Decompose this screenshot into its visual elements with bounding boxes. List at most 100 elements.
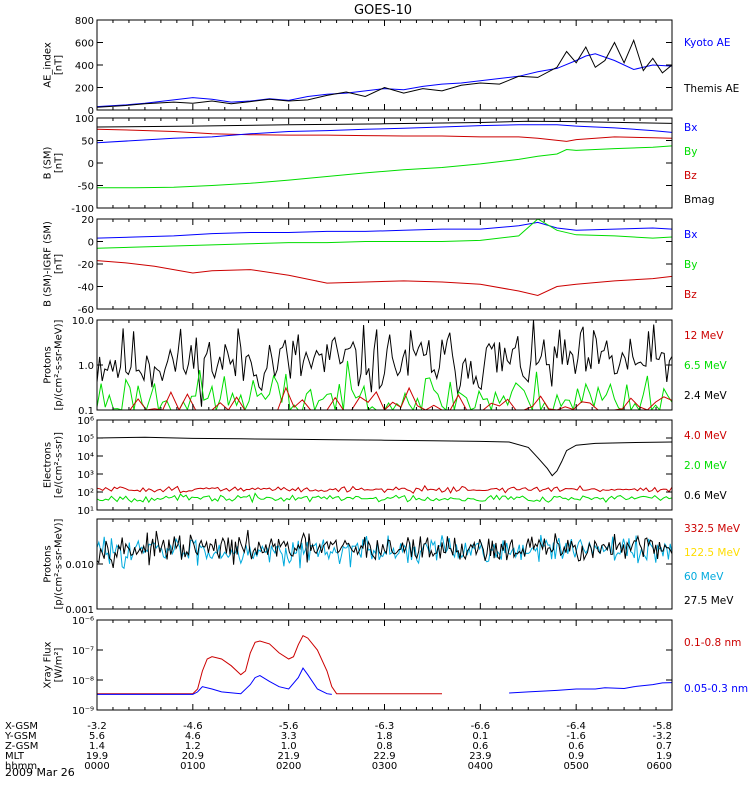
y-tick-label: 10⁻⁸ [72, 676, 94, 687]
legend-entry: 332.5 MeV [684, 523, 741, 535]
y-axis-label-line: Xray Flux [43, 641, 54, 688]
y-tick-label: 0.010 [65, 560, 94, 571]
orbit-value: 0.1 [472, 731, 488, 742]
series-electrons-2 [97, 492, 672, 504]
y-axis-label-line: [nT] [54, 254, 65, 274]
y-axis-label-line: [nT] [54, 55, 65, 75]
series-electrons-0 [97, 436, 672, 477]
series-bsm-3 [97, 145, 672, 189]
y-axis-label-line: Protons [43, 346, 54, 383]
y-tick-label: 10⁶ [77, 416, 94, 427]
y-tick-label: 10⁴ [77, 452, 94, 463]
y-tick-label: -40 [78, 283, 94, 294]
panel-frame [96, 19, 673, 111]
orbit-value: -3.2 [652, 731, 672, 742]
y-axis-label-line: B (SM)-IGRF (SM) [43, 221, 54, 307]
legend-entry: By [684, 146, 697, 158]
y-tick-label: 600 [75, 39, 94, 50]
orbit-value: 0200 [276, 761, 301, 772]
chart-title: GOES-10 [354, 3, 412, 18]
y-axis-label-line: Electrons [43, 442, 54, 488]
y-tick-label: 10.0 [72, 316, 94, 327]
series-protons_high-1 [97, 360, 672, 410]
panel-ae: 0 200 400 600 800 AE_index [nT] Kyoto AE Themis … [43, 16, 740, 117]
orbit-row-label: hhmm [5, 761, 37, 772]
series-bsm_igrf-2 [97, 260, 672, 297]
y-tick-label: 10¹ [77, 506, 94, 517]
panel-electrons: 10¹ 10² 10³ 10⁴ 10⁵ 10⁶ Electrons [e/(cm²-s-sr)… [43, 416, 728, 517]
orbit-value: 0100 [180, 761, 205, 772]
legend-entry: Bx [684, 229, 697, 241]
y-tick-label: 0.001 [65, 605, 94, 616]
panel-frame [96, 619, 673, 711]
series-bsm_igrf-1 [97, 219, 672, 249]
legend-entry: 60 MeV [684, 571, 724, 583]
legend-entry: Themis AE [683, 83, 739, 95]
orbit-value: -6.3 [375, 721, 395, 732]
series-xray-2 [509, 682, 672, 694]
orbit-value: 0.6 [568, 741, 584, 752]
series-protons_low-1 [97, 529, 672, 569]
legend-entry: Bmag [684, 194, 715, 206]
legend-entry: By [684, 259, 697, 271]
y-tick-label: 10³ [77, 470, 94, 481]
legend-entry: 27.5 MeV [684, 595, 734, 607]
orbit-row-label: X-GSM [5, 721, 38, 732]
y-axis-label-line: B (SM) [43, 146, 54, 179]
orbit-value: 0.6 [472, 741, 488, 752]
orbit-value: 19.9 [86, 751, 108, 762]
y-axis-label: Xray Flux [W/m²] [43, 641, 65, 688]
y-axis-label-line: [p/(cm²-s-sr-MeV)] [54, 319, 65, 410]
orbit-value: 1.2 [185, 741, 201, 752]
series-bsm-1 [97, 128, 672, 142]
y-tick-label: -50 [78, 182, 94, 193]
orbit-value: -5.6 [279, 721, 299, 732]
legend-entry: 0.6 MeV [684, 490, 728, 502]
y-tick-label: 20 [81, 215, 94, 226]
panel-bsm: -100 -50 0 50 100 B (SM) [nT] Bx By Bz Bmag [43, 114, 715, 215]
y-tick-label: 10⁵ [77, 434, 94, 445]
orbit-value: -5.8 [652, 721, 672, 732]
y-tick-label: -100 [71, 204, 94, 215]
orbit-value: -6.6 [471, 721, 491, 732]
y-tick-label: 10⁻⁹ [72, 706, 94, 717]
orbit-value: 23.9 [469, 751, 491, 762]
series-xray-0 [97, 635, 442, 695]
y-axis-label-line: [nT] [54, 153, 65, 173]
legend-entry: Kyoto AE [684, 37, 730, 49]
orbit-value: 1.0 [281, 741, 297, 752]
panel-frame [96, 117, 673, 209]
legend-entry: 0.1-0.8 nm [684, 637, 741, 649]
y-tick-label: 200 [75, 84, 94, 95]
y-tick-label: 1.0 [78, 361, 94, 372]
y-tick-label: 10⁻⁶ [72, 616, 94, 627]
y-axis-label-line: Protons [43, 545, 54, 582]
legend-entry: Bz [684, 170, 697, 182]
orbit-row-label: Y-GSM [4, 731, 37, 742]
series-protons_high-0 [97, 320, 672, 407]
orbit-value: 0500 [563, 761, 588, 772]
orbit-value: 22.9 [373, 751, 395, 762]
y-tick-label: 10² [77, 488, 94, 499]
orbit-value: -4.6 [183, 721, 203, 732]
panel-bsm_igrf: -60 -40 -20 0 20 B (SM)-IGRF (SM) [nT] Bx By Bz [43, 215, 698, 316]
y-tick-label: 10⁻⁷ [72, 646, 94, 657]
series-bsm-2 [97, 124, 672, 144]
y-axis-label: B (SM) [nT] [43, 146, 65, 179]
y-axis-label: Protons [p/(cm²-s-sr-MeV)] [43, 518, 65, 609]
legend-entry: Bz [684, 289, 697, 301]
y-axis-label: AE_index [nT] [43, 42, 65, 88]
legend-entry: 4.0 MeV [684, 430, 728, 442]
series-bsm_igrf-0 [97, 221, 672, 239]
panel-frame [96, 518, 673, 610]
orbit-row-label: MLT [5, 751, 25, 762]
orbit-value: 0400 [468, 761, 493, 772]
orbit-value: 21.9 [278, 751, 300, 762]
series-bsm-0 [97, 120, 672, 128]
orbit-value: 3.3 [281, 731, 297, 742]
series-electrons-1 [97, 484, 672, 494]
legend-entry: Bx [684, 122, 697, 134]
